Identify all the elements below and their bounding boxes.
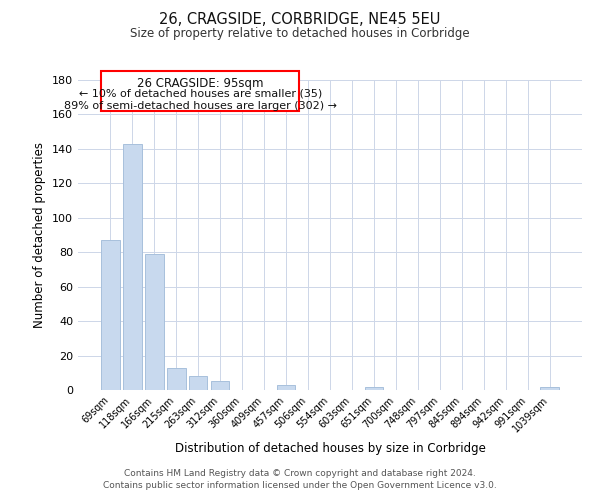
Text: 89% of semi-detached houses are larger (302) →: 89% of semi-detached houses are larger (…: [64, 100, 337, 110]
Text: ← 10% of detached houses are smaller (35): ← 10% of detached houses are smaller (35…: [79, 88, 322, 99]
Text: 26 CRAGSIDE: 95sqm: 26 CRAGSIDE: 95sqm: [137, 78, 263, 90]
Bar: [189, 376, 208, 390]
Bar: [211, 382, 229, 390]
Text: Size of property relative to detached houses in Corbridge: Size of property relative to detached ho…: [130, 28, 470, 40]
Text: Contains HM Land Registry data © Crown copyright and database right 2024.
Contai: Contains HM Land Registry data © Crown c…: [103, 468, 497, 490]
Text: 26, CRAGSIDE, CORBRIDGE, NE45 5EU: 26, CRAGSIDE, CORBRIDGE, NE45 5EU: [160, 12, 440, 28]
Bar: [123, 144, 142, 390]
Bar: [365, 386, 383, 390]
Bar: [541, 386, 559, 390]
X-axis label: Distribution of detached houses by size in Corbridge: Distribution of detached houses by size …: [175, 442, 485, 456]
Y-axis label: Number of detached properties: Number of detached properties: [34, 142, 46, 328]
Bar: [101, 240, 119, 390]
Bar: [167, 368, 185, 390]
Bar: [101, 72, 299, 111]
Bar: [145, 254, 164, 390]
Bar: [277, 385, 295, 390]
